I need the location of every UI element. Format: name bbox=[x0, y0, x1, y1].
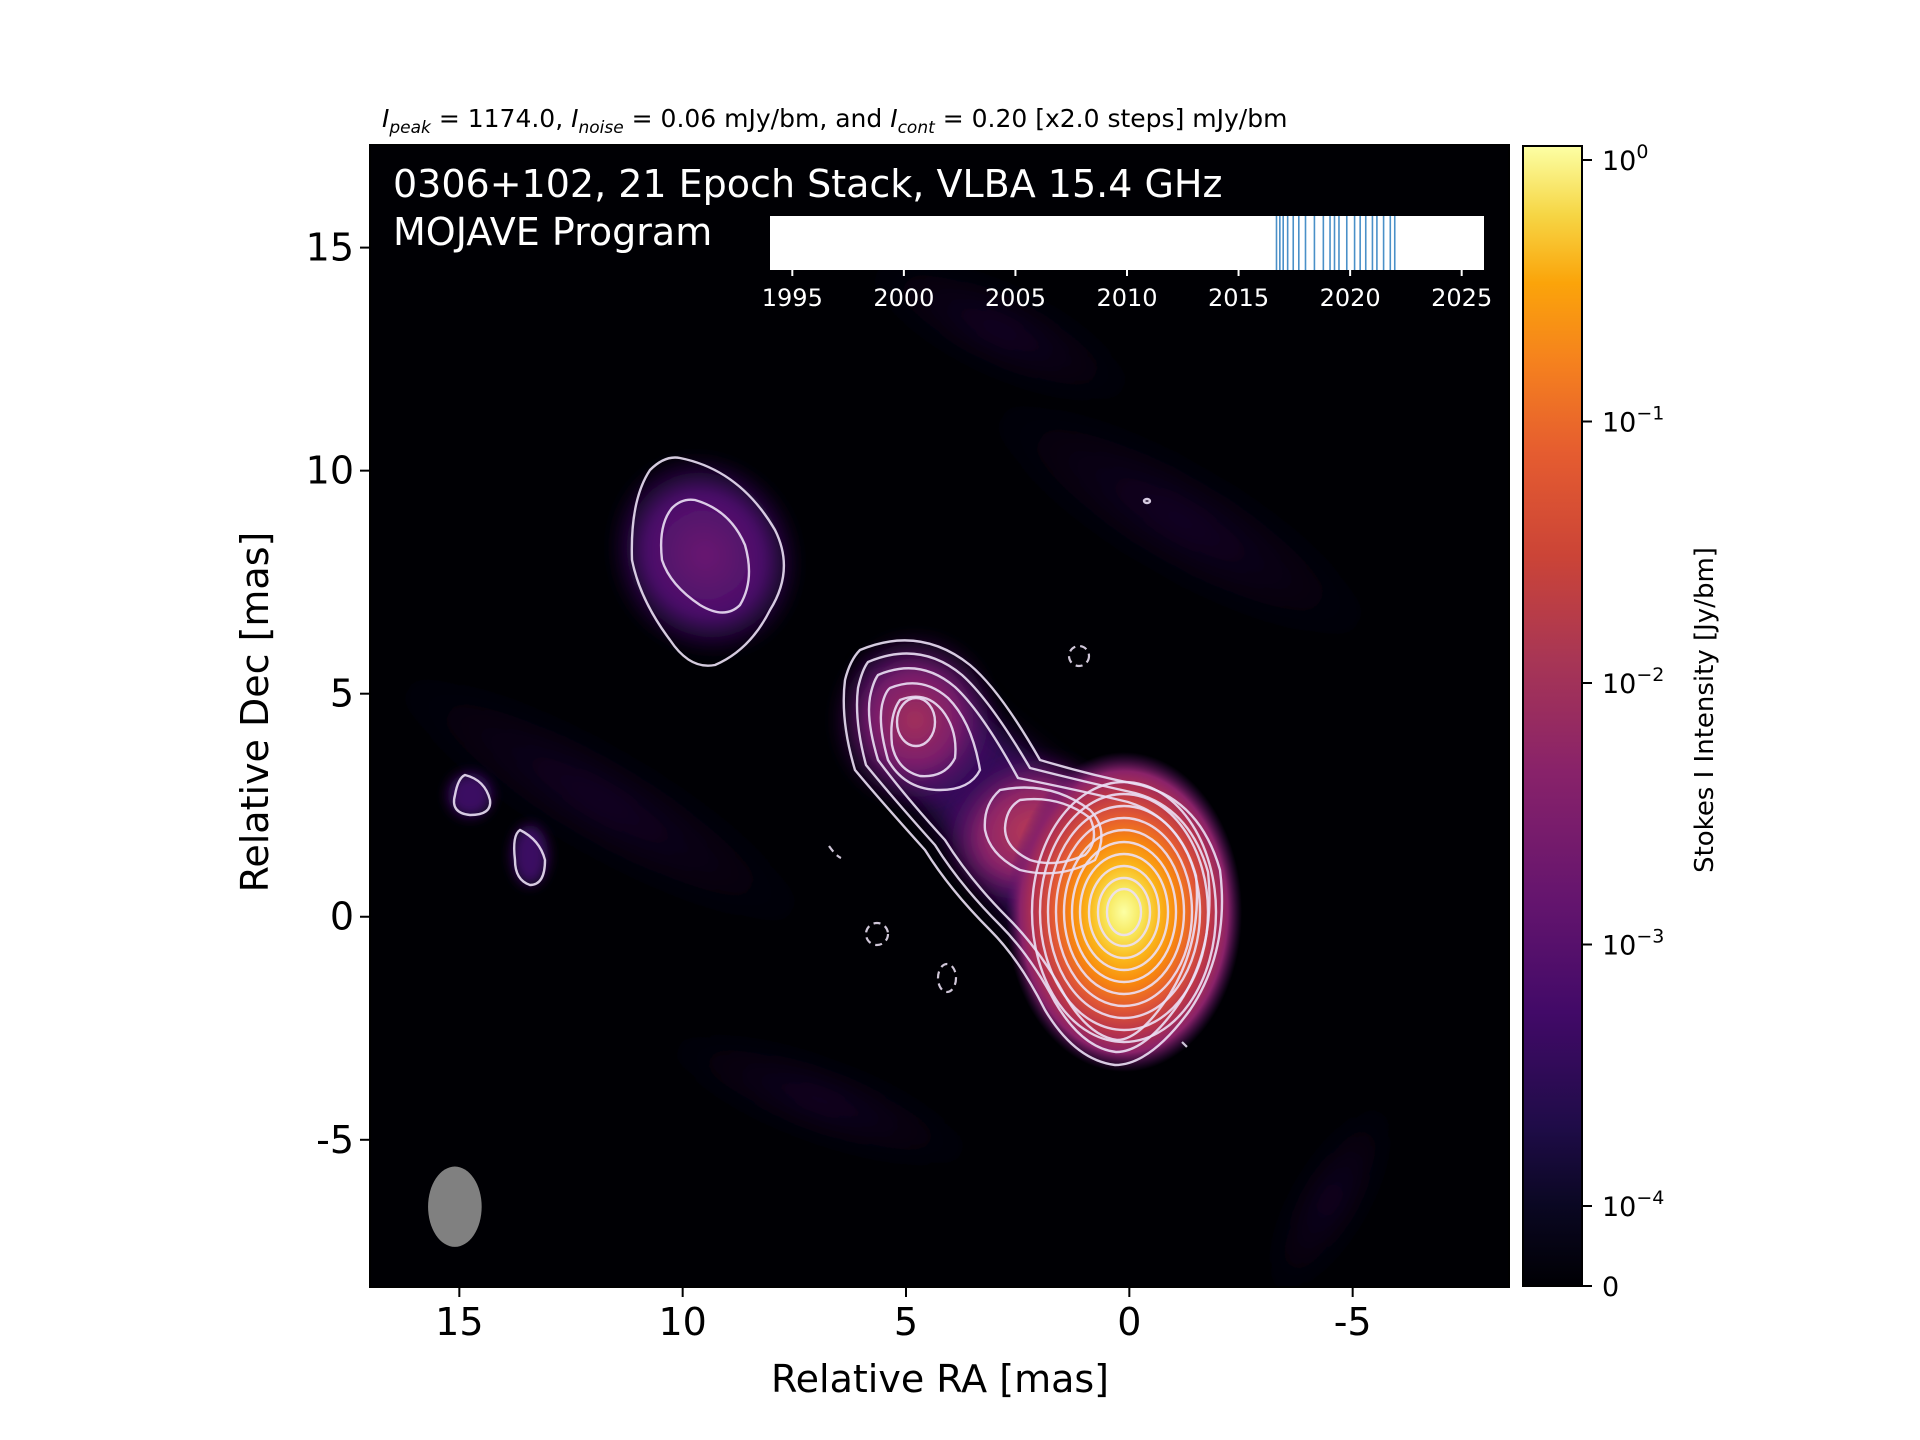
y-tick-label: 0 bbox=[330, 895, 354, 939]
contour-core-3 bbox=[1046, 804, 1202, 1020]
y-axis-label: Relative Dec [mas] bbox=[233, 532, 277, 893]
emission-layer bbox=[373, 251, 1398, 1287]
contour-main-2 bbox=[855, 652, 1211, 1054]
faint-blob-2-emission bbox=[512, 825, 548, 885]
timeline-tick-label: 2010 bbox=[1096, 284, 1157, 312]
timeline-tick-label: 1995 bbox=[762, 284, 823, 312]
timeline-tick-label: 2000 bbox=[873, 284, 934, 312]
contour-core-1 bbox=[1030, 780, 1218, 1044]
jet-knot-emission bbox=[830, 630, 1000, 810]
outer-knot-emission bbox=[607, 452, 803, 658]
negative-contour-3 bbox=[936, 962, 958, 994]
y-tick-label: 5 bbox=[330, 672, 354, 716]
contour-core-7 bbox=[1078, 852, 1170, 972]
negative-contour-4 bbox=[828, 845, 842, 860]
colorbar-tick-label: 10−1 bbox=[1602, 403, 1664, 439]
contour-small-top bbox=[1142, 497, 1152, 505]
x-tick-label: 0 bbox=[1117, 1300, 1141, 1344]
negative-contour-2 bbox=[864, 921, 890, 947]
contour-outer-knot-2 bbox=[659, 498, 751, 614]
colorbar-tick-label: 10−2 bbox=[1602, 664, 1664, 700]
colorbar-gradient bbox=[1522, 145, 1583, 1287]
haze-2 bbox=[373, 661, 827, 939]
timeline-tick-label: 2005 bbox=[985, 284, 1046, 312]
timeline-epochs bbox=[1275, 216, 1396, 270]
title-line-2: MOJAVE Program bbox=[393, 210, 712, 254]
contour-main-1 bbox=[842, 639, 1224, 1067]
colorbar: 100 10−1 10−2 10−3 10−4 0 Stokes I Intensity … bbox=[1522, 141, 1720, 1303]
header-line: Ipeak = 1174.0, Inoise = 0.06 mJy/bm, an… bbox=[382, 104, 1287, 138]
x-tick-label: 5 bbox=[894, 1300, 918, 1344]
timeline-tick-label: 2020 bbox=[1320, 284, 1381, 312]
contour-inner-jet-1 bbox=[983, 786, 1103, 875]
haze-5 bbox=[1262, 1094, 1398, 1287]
y-tick-label: -5 bbox=[316, 1118, 354, 1162]
negative-contour-1 bbox=[1067, 644, 1091, 668]
timeline-ticks: 1995 2000 2005 2010 2015 2020 2025 bbox=[762, 270, 1492, 312]
plot-frame bbox=[369, 144, 1510, 1288]
colorbar-tick-label: 0 bbox=[1602, 1272, 1619, 1303]
x-tick-label: 10 bbox=[658, 1300, 706, 1344]
x-tick-label: 15 bbox=[435, 1300, 483, 1344]
contour-jet-knot-peak bbox=[895, 696, 937, 748]
contour-faint-blob-2 bbox=[512, 828, 547, 887]
contour-main-3 bbox=[867, 667, 1199, 1042]
contour-main-5 bbox=[890, 695, 957, 778]
contour-core-4 bbox=[1054, 816, 1194, 1008]
x-ticks: 15 10 5 0 -5 bbox=[435, 1287, 1372, 1344]
core-emission bbox=[1006, 752, 1242, 1072]
colorbar-label: Stokes I Intensity [Jy/bm] bbox=[1690, 547, 1720, 873]
contour-main-4 bbox=[879, 682, 982, 792]
colorbar-ticks: 100 10−1 10−2 10−3 10−4 0 bbox=[1582, 141, 1664, 1303]
beam-ellipse bbox=[428, 1166, 482, 1247]
image-panel: 0306+102, 21 Epoch Stack, VLBA 15.4 GHz … bbox=[369, 144, 1510, 1288]
x-tick-label: -5 bbox=[1334, 1300, 1372, 1344]
haze-1 bbox=[970, 389, 1390, 651]
epoch-timeline: 1995 2000 2005 2010 2015 2020 2025 bbox=[762, 216, 1492, 312]
colorbar-tick-label: 10−3 bbox=[1602, 926, 1664, 962]
haze-3 bbox=[853, 251, 1147, 409]
contour-core-8 bbox=[1087, 864, 1161, 960]
contour-core-2 bbox=[1038, 792, 1210, 1032]
title-line-1: 0306+102, 21 Epoch Stack, VLBA 15.4 GHz bbox=[393, 162, 1222, 206]
negative-contours bbox=[828, 644, 1189, 1049]
timeline-tick-label: 2025 bbox=[1431, 284, 1492, 312]
contour-outer-knot-1 bbox=[630, 456, 785, 667]
y-ticks: 15 10 5 0 -5 bbox=[306, 226, 370, 1162]
haze-4 bbox=[650, 1027, 990, 1173]
x-axis-label: Relative RA [mas] bbox=[771, 1357, 1109, 1401]
contour-core-10 bbox=[1105, 887, 1143, 937]
timeline-tick-label: 2015 bbox=[1208, 284, 1269, 312]
y-tick-label: 15 bbox=[306, 226, 354, 270]
contour-lines bbox=[452, 456, 1224, 1067]
contour-faint-blob-1 bbox=[452, 773, 492, 817]
contour-core-6 bbox=[1070, 840, 1178, 984]
negative-contour-5 bbox=[1181, 1041, 1189, 1049]
colorbar-tick-label: 100 bbox=[1602, 141, 1648, 177]
colorbar-tick-label: 10−4 bbox=[1602, 1187, 1664, 1223]
contour-core-5 bbox=[1062, 828, 1186, 996]
y-tick-label: 10 bbox=[306, 449, 354, 493]
contour-core-9 bbox=[1096, 876, 1152, 948]
